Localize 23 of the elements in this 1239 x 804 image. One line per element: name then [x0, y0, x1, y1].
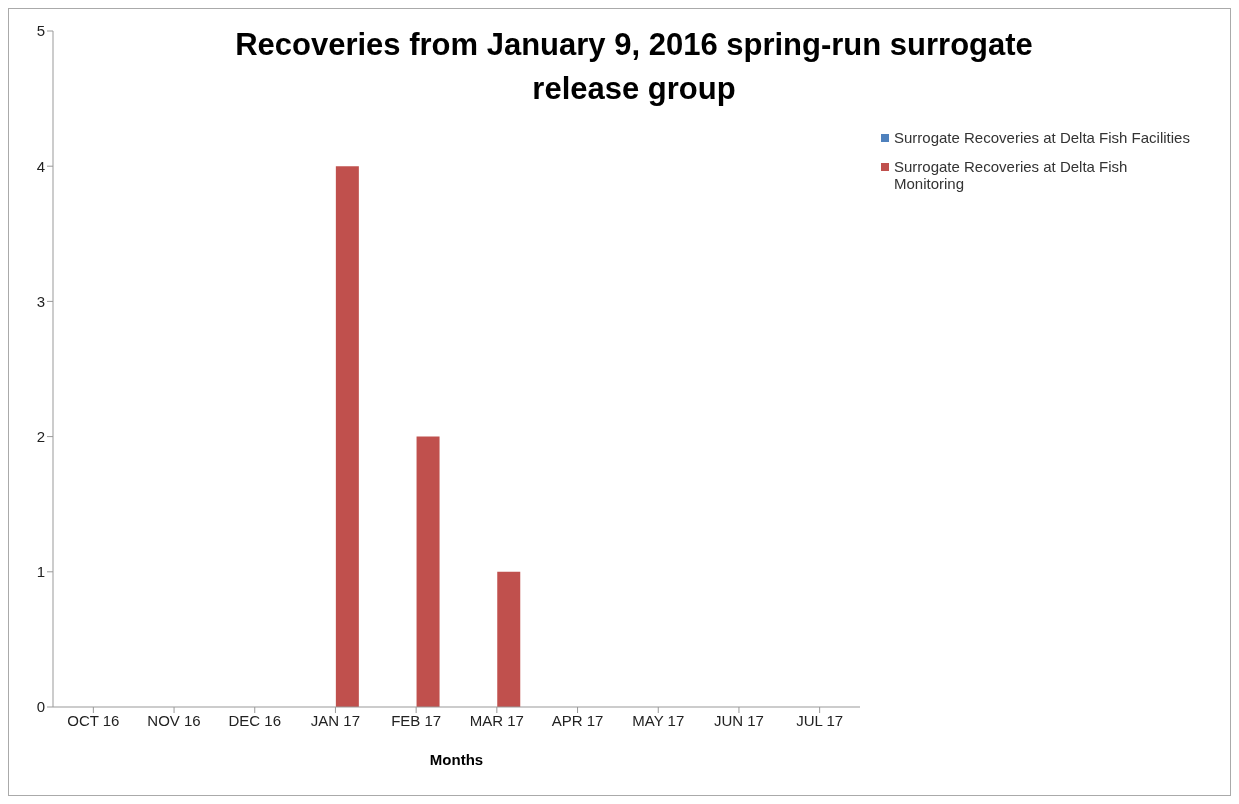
x-tick-label: OCT 16	[67, 711, 120, 729]
bar	[416, 436, 440, 707]
y-tick-label: 2	[36, 427, 45, 445]
y-tick-label: 3	[36, 292, 45, 310]
x-tick-label: FEB 17	[391, 711, 442, 729]
y-tick-label: 0	[36, 698, 45, 716]
x-tick-label: JUN 17	[713, 711, 764, 729]
y-tick-label: 5	[36, 22, 45, 40]
y-tick-label: 4	[36, 157, 45, 175]
x-tick-label: MAY 17	[632, 711, 685, 729]
text: Recoveries from January 9, 2016 spring-run surrogate release group	[234, 26, 1034, 108]
x-axis-title: Months	[429, 751, 484, 768]
y-tick-label: 1	[36, 563, 45, 581]
x-tick-label: NOV 16	[147, 711, 201, 729]
legend-label: Surrogate Recoveries at Delta Fish Facilities	[894, 129, 1190, 146]
x-tick-label: JUL 17	[796, 711, 844, 729]
x-tick-label: DEC 16	[228, 711, 282, 729]
x-tick-label: JAN 17	[310, 711, 361, 729]
x-tick-label: MAR 17	[469, 711, 524, 729]
bar	[497, 571, 521, 707]
legend-label: Surrogate Recoveries at Delta Fish Monitoring	[894, 158, 1129, 192]
x-tick-label: APR 17	[551, 711, 604, 729]
bar	[335, 166, 359, 707]
